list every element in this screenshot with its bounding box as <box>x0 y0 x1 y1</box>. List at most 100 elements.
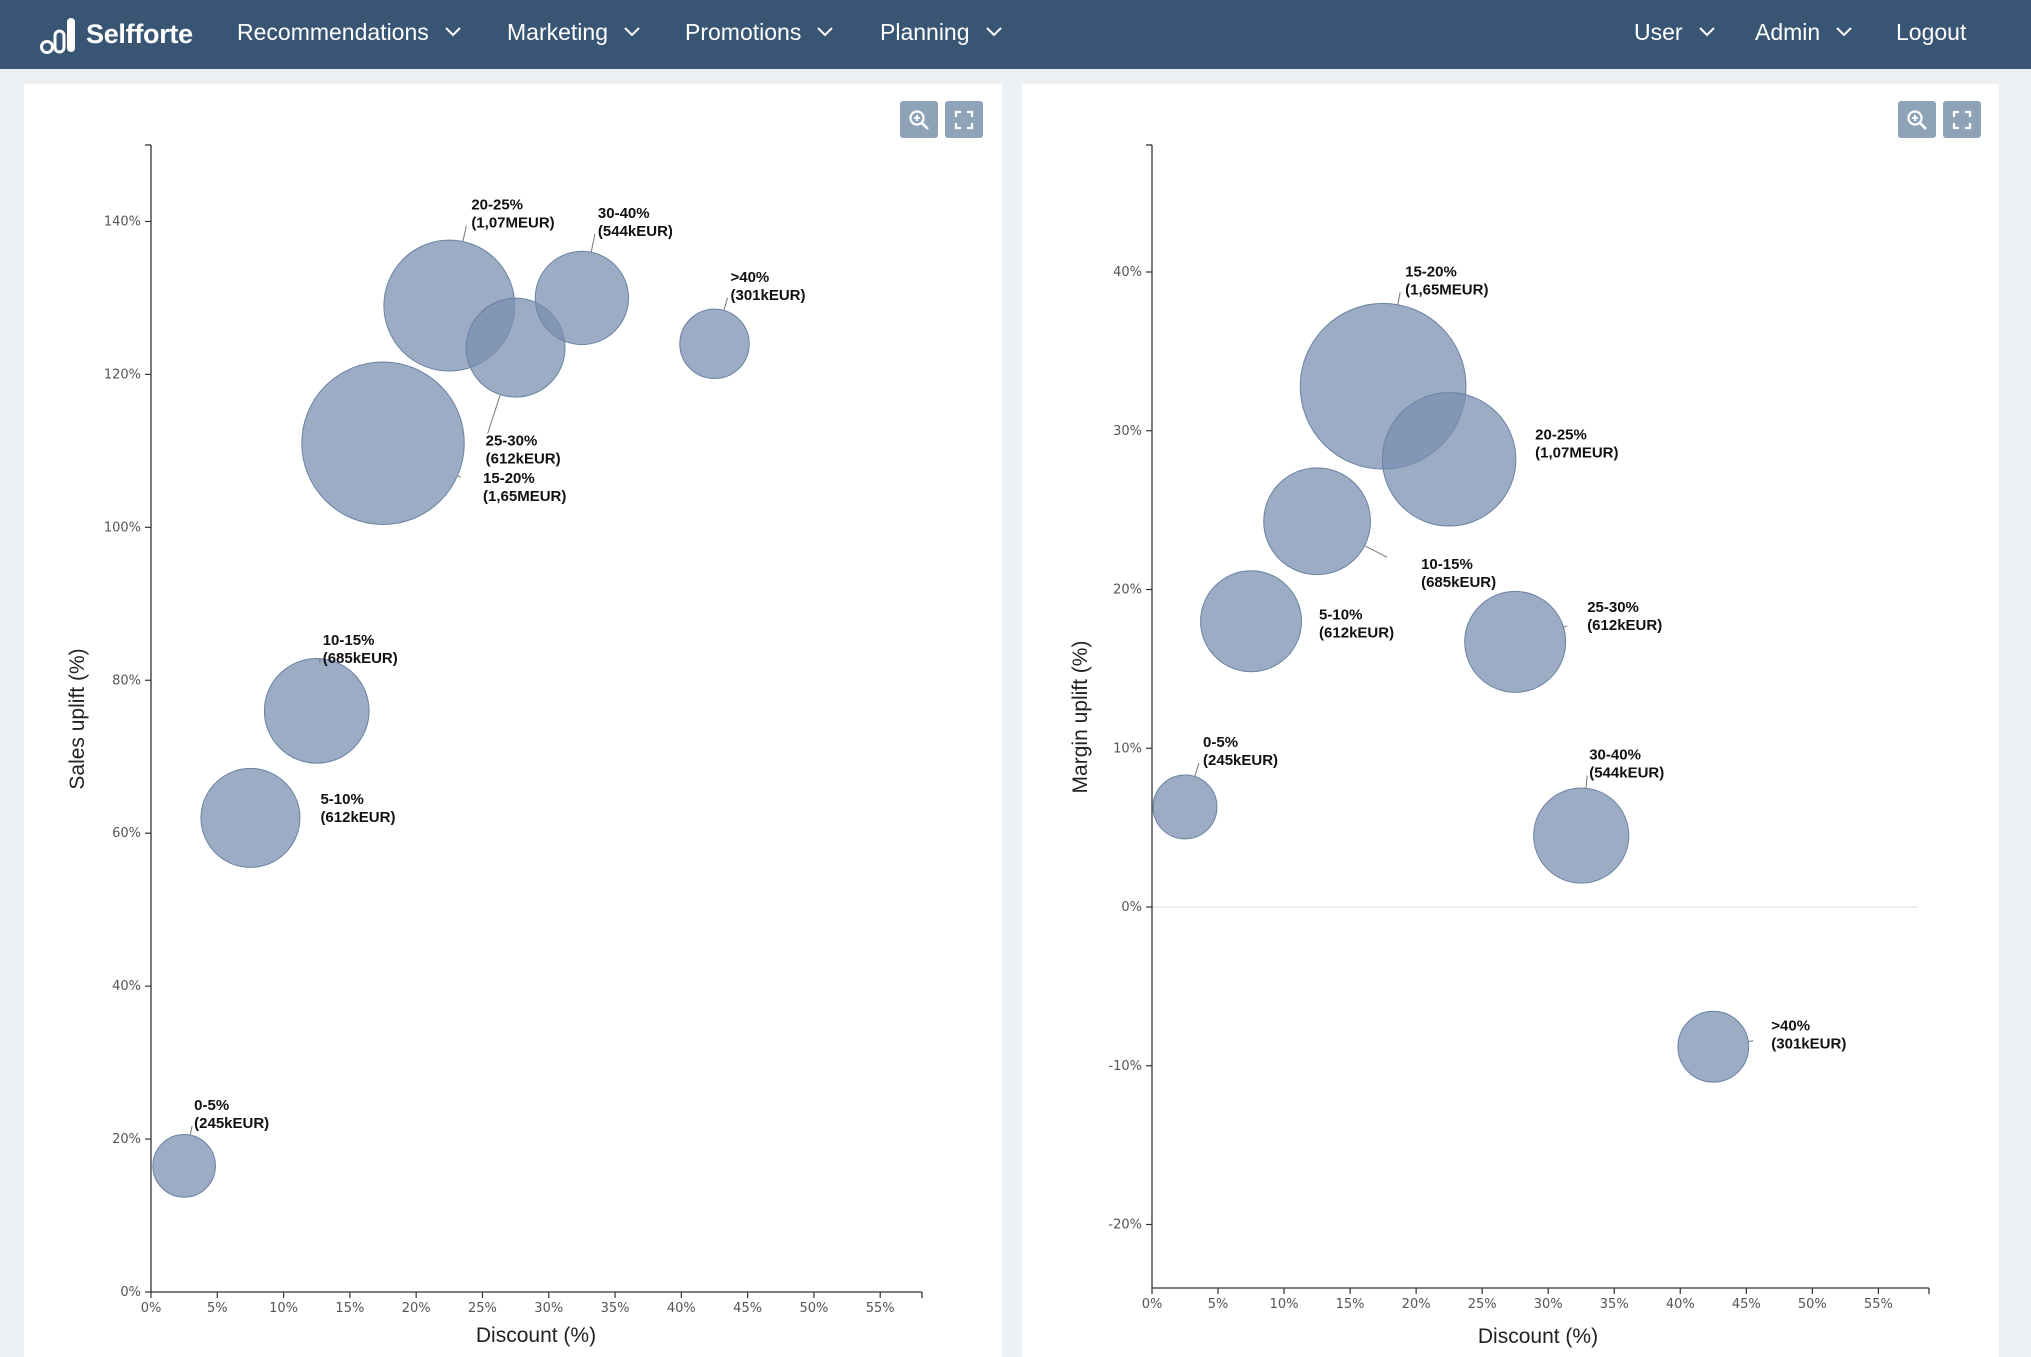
nav-user[interactable]: User <box>1634 0 1715 64</box>
chart-panel-margin-uplift: -20% -10% 0% 10% 20% 30% 40% 0% 5% 10% 15% 20% 25% 30… <box>1022 84 1999 1357</box>
bubble-label: 0-5% <box>1203 734 1238 751</box>
bubble-7 <box>1533 787 1630 884</box>
nav-promotions-label: Promotions <box>685 18 802 45</box>
y-tick-label: 60% <box>112 826 141 841</box>
bubble-label: 25-30% <box>486 433 538 450</box>
nav-admin-label: Admin <box>1755 18 1821 45</box>
nav-planning-label: Planning <box>880 18 970 45</box>
leader-line <box>590 233 596 253</box>
y-tick-label: 40% <box>1113 265 1142 280</box>
nav-marketing[interactable]: Marketing <box>507 0 640 64</box>
leader-line <box>723 297 728 311</box>
x-tick-label: 40% <box>1666 1297 1695 1312</box>
nav-logout[interactable]: Logout <box>1896 0 1966 64</box>
bubble-3 <box>1263 467 1371 576</box>
bubble-label: 25-30% <box>1587 599 1639 616</box>
x-tick-label: 5% <box>207 1301 228 1316</box>
leader-line <box>1194 762 1200 777</box>
x-tick-label: 45% <box>733 1301 762 1316</box>
leader-line <box>1748 1040 1754 1042</box>
y-tick-label: 140% <box>104 214 141 229</box>
x-tick-label: 10% <box>269 1301 298 1316</box>
bubble-sublabel: (1,07MEUR) <box>471 215 554 232</box>
bubble-label: 15-20% <box>483 470 535 487</box>
x-tick-label: 10% <box>1270 1297 1299 1312</box>
top-navigation-bar: Selfforte Recommendations Marketing Prom… <box>0 0 2031 69</box>
x-axis-title: Discount (%) <box>476 1324 596 1347</box>
x-axis-title: Discount (%) <box>1478 1325 1598 1348</box>
bubble-sublabel: (544kEUR) <box>598 223 673 240</box>
bubble-6 <box>465 297 566 398</box>
zoom-button[interactable] <box>900 101 938 138</box>
bubble-label: 30-40% <box>598 205 650 222</box>
bubble-sublabel: (1,65MEUR) <box>483 488 566 505</box>
y-tick-label: -20% <box>1108 1218 1142 1233</box>
chevron-down-icon <box>1698 27 1715 37</box>
bubble-1 <box>1152 774 1218 840</box>
nav-logout-label: Logout <box>1896 18 1967 45</box>
x-tick-label: 55% <box>866 1301 895 1316</box>
bubble-1 <box>152 1134 216 1198</box>
bubble-sublabel: (612kEUR) <box>1319 624 1394 641</box>
leader-line <box>1364 545 1388 558</box>
zoom-in-icon <box>1907 109 1927 130</box>
fullscreen-button[interactable] <box>945 101 983 138</box>
x-tick-label: 30% <box>1534 1297 1563 1312</box>
bubble-sublabel: (245kEUR) <box>194 1115 269 1132</box>
x-tick-label: 0% <box>1142 1297 1163 1312</box>
bubble-label: 10-15% <box>323 632 375 649</box>
bubble-label: 5-10% <box>320 791 363 808</box>
nav-recommendations[interactable]: Recommendations <box>237 0 461 64</box>
y-tick-label: 10% <box>1113 741 1142 756</box>
x-tick-label: 15% <box>1336 1297 1365 1312</box>
fullscreen-button[interactable] <box>1943 101 1981 138</box>
bubble-sublabel: (245kEUR) <box>1203 752 1278 769</box>
y-tick-label: 120% <box>104 367 141 382</box>
nav-admin[interactable]: Admin <box>1755 0 1852 64</box>
leader-line <box>487 394 501 434</box>
chevron-down-icon <box>445 27 461 37</box>
x-tick-label: 30% <box>534 1301 563 1316</box>
chevron-down-icon <box>1836 27 1852 37</box>
x-tick-label: 0% <box>141 1301 162 1316</box>
x-tick-label: 35% <box>1600 1297 1629 1312</box>
bubble-sublabel: (685kEUR) <box>1421 574 1496 591</box>
bubble-sublabel: (612kEUR) <box>486 451 561 468</box>
bubble-6 <box>1464 590 1567 693</box>
x-tick-label: 25% <box>468 1301 497 1316</box>
bubble-label: 20-25% <box>471 197 523 214</box>
x-tick-label: 15% <box>335 1301 364 1316</box>
bubble-label: >40% <box>730 269 769 286</box>
nav-promotions[interactable]: Promotions <box>685 0 834 64</box>
x-tick-label: 55% <box>1864 1297 1893 1312</box>
bubble-3 <box>263 658 370 764</box>
nav-user-label: User <box>1634 18 1683 45</box>
x-tick-label: 50% <box>799 1301 828 1316</box>
leader-line <box>462 225 467 242</box>
bubble-8 <box>1677 1010 1750 1083</box>
x-tick-label: 5% <box>1208 1297 1229 1312</box>
bubble-sublabel: (612kEUR) <box>1587 617 1662 634</box>
y-axis-title: Sales uplift (%) <box>66 648 89 789</box>
bubble-label: >40% <box>1771 1018 1810 1035</box>
bubble-sublabel: (1,07MEUR) <box>1535 444 1618 461</box>
nav-recommendations-label: Recommendations <box>237 18 429 45</box>
y-tick-label: 0% <box>1121 900 1142 915</box>
y-tick-label: 20% <box>1113 583 1142 598</box>
bubble-8 <box>679 308 750 380</box>
bubble-label: 20-25% <box>1535 426 1587 443</box>
x-tick-label: 35% <box>601 1301 630 1316</box>
nav-planning[interactable]: Planning <box>880 0 1002 64</box>
zoom-in-icon <box>909 109 929 130</box>
bubble-sublabel: (1,65MEUR) <box>1405 281 1488 298</box>
brand-logo[interactable]: Selfforte <box>40 12 193 57</box>
x-tick-label: 25% <box>1468 1297 1497 1312</box>
leader-line <box>189 1125 193 1136</box>
y-tick-label: 100% <box>104 520 141 535</box>
zoom-button[interactable] <box>1898 101 1936 138</box>
leader-line <box>1585 775 1588 789</box>
y-tick-label: -10% <box>1108 1059 1142 1074</box>
chevron-down-icon <box>985 27 1002 37</box>
chevron-down-icon <box>817 27 834 37</box>
margin-uplift-bubble-chart: -20% -10% 0% 10% 20% 30% 40% 0% 5% 10% 15% 20% 25% 30… <box>1069 144 1930 1348</box>
